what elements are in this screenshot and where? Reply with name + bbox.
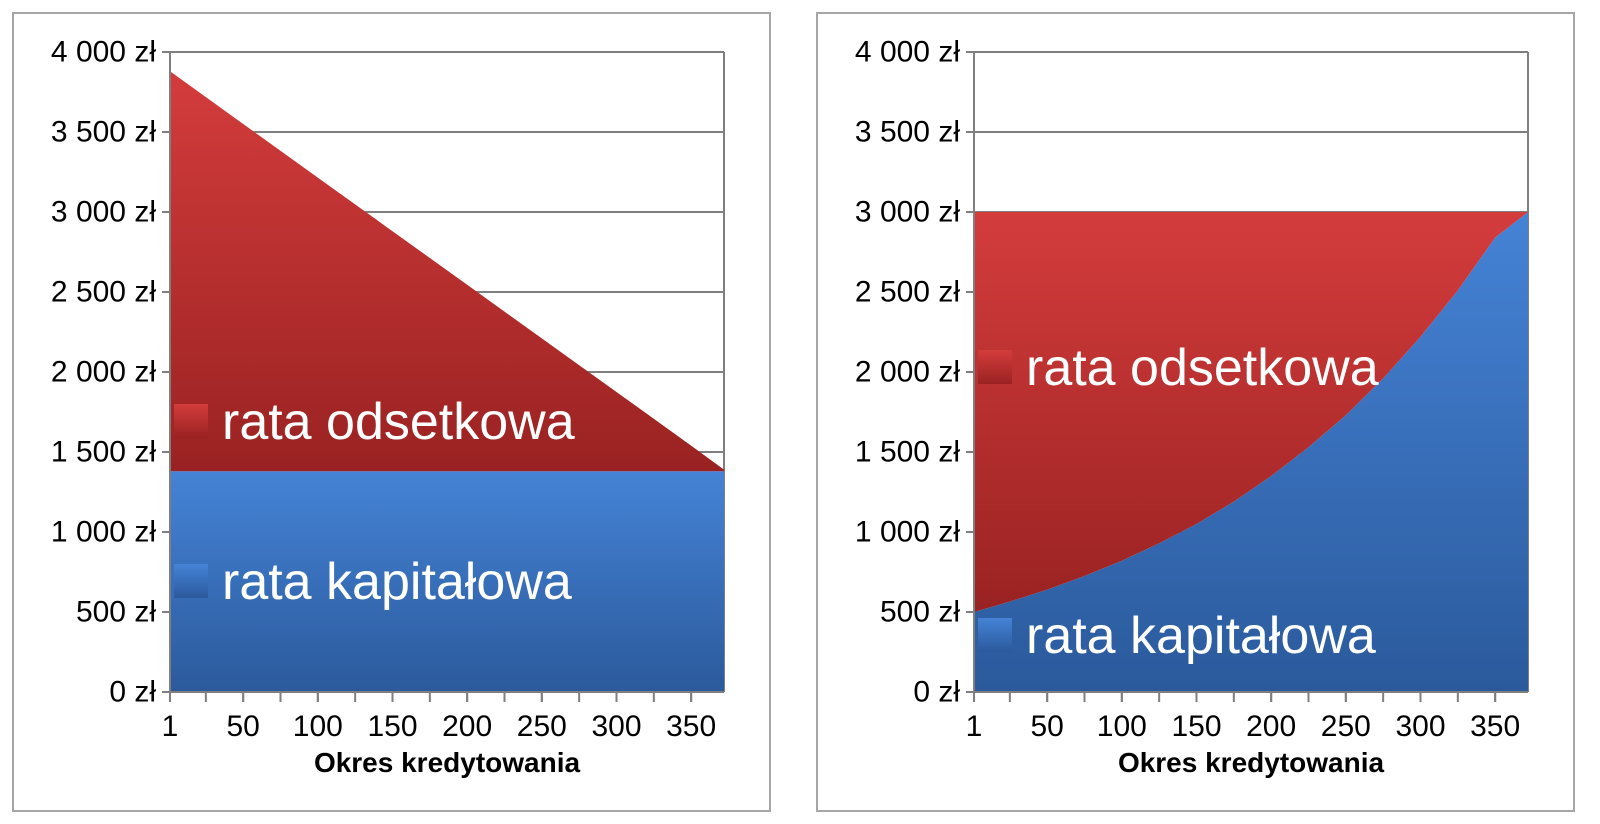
legend-swatch-principal <box>174 564 208 598</box>
legend-swatch-principal <box>978 618 1012 652</box>
legend-label-interest: rata odsetkowa <box>1026 339 1379 397</box>
x-axis-title: Okres kredytowania <box>1118 747 1385 778</box>
x-tick-label: 200 <box>1246 710 1296 743</box>
chart-panel-left: 0 zł 500 zł 1 000 zł 1 500 zł 2 000 zł 2 500 … <box>12 12 771 812</box>
x-tick-label: 1 <box>162 710 179 743</box>
y-tick-label: 0 zł <box>109 676 156 709</box>
x-tick-label: 1 <box>966 710 983 743</box>
x-tick-label: 300 <box>591 710 641 743</box>
legend-swatch-interest <box>174 404 208 438</box>
equal-principal-chart: 0 zł 500 zł 1 000 zł 1 500 zł 2 000 zł 2 500 … <box>51 36 725 778</box>
y-tick-label: 500 zł <box>76 596 156 629</box>
legend-label-principal: rata kapitałowa <box>1026 607 1376 665</box>
y-tick-label: 500 zł <box>880 596 960 629</box>
legend-label-principal: rata kapitałowa <box>222 553 572 611</box>
y-tick-label: 3 500 zł <box>51 116 156 149</box>
y-tick-label: 0 zł <box>913 676 960 709</box>
x-tick-label: 200 <box>442 710 492 743</box>
x-tick-label: 250 <box>1321 710 1371 743</box>
legend-swatch-interest <box>978 350 1012 384</box>
area-principal <box>170 471 724 692</box>
x-tick-label: 100 <box>293 710 343 743</box>
x-tick-label: 50 <box>226 710 259 743</box>
y-tick-label: 4 000 zł <box>51 36 156 69</box>
y-tick-label: 3 500 zł <box>855 116 960 149</box>
y-tick-label: 3 000 zł <box>51 196 156 229</box>
x-tick-label: 150 <box>1171 710 1221 743</box>
x-tick-label: 350 <box>1470 710 1520 743</box>
y-tick-label: 1 500 zł <box>51 436 156 469</box>
y-tick-label: 1 500 zł <box>855 436 960 469</box>
x-tick-label: 350 <box>666 710 716 743</box>
legend-label-interest: rata odsetkowa <box>222 393 575 451</box>
area-interest <box>170 71 724 472</box>
chart-panel-right: 0 zł 500 zł 1 000 zł 1 500 zł 2 000 zł 2 500 … <box>816 12 1575 812</box>
x-axis-title: Okres kredytowania <box>314 747 581 778</box>
x-tick-label: 50 <box>1030 710 1063 743</box>
y-tick-label: 3 000 zł <box>855 196 960 229</box>
y-tick-label: 2 500 zł <box>51 276 156 309</box>
x-tick-label: 250 <box>517 710 567 743</box>
annuity-chart: 0 zł 500 zł 1 000 zł 1 500 zł 2 000 zł 2 500 … <box>855 36 1529 778</box>
y-tick-label: 1 000 zł <box>51 516 156 549</box>
y-tick-label: 2 500 zł <box>855 276 960 309</box>
y-tick-label: 1 000 zł <box>855 516 960 549</box>
y-tick-label: 4 000 zł <box>855 36 960 69</box>
y-tick-label: 2 000 zł <box>855 356 960 389</box>
area-interest <box>974 212 1528 612</box>
y-tick-label: 2 000 zł <box>51 356 156 389</box>
x-tick-label: 300 <box>1395 710 1445 743</box>
x-tick-label: 100 <box>1097 710 1147 743</box>
area-principal <box>974 212 1528 692</box>
x-tick-label: 150 <box>367 710 417 743</box>
